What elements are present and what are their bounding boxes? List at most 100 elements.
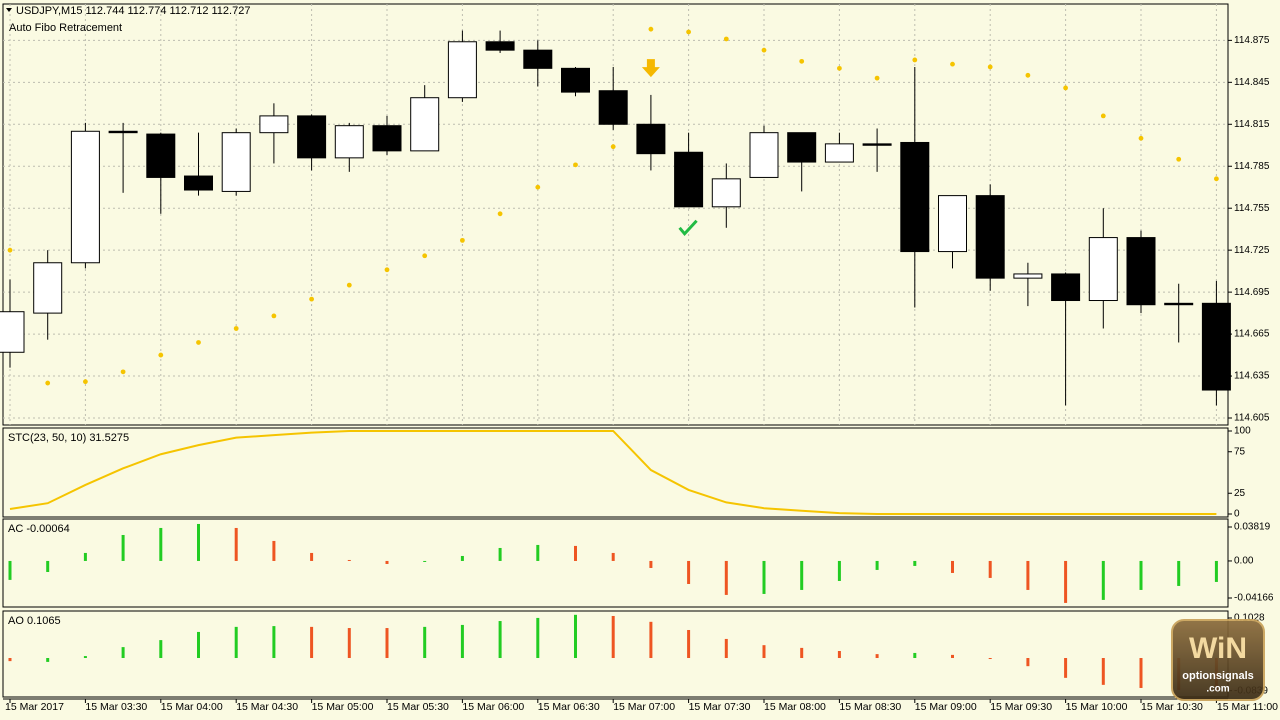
signal-check <box>678 219 698 237</box>
sar-dot <box>460 237 465 243</box>
histogram-bar <box>574 614 577 659</box>
x-tick-label: 15 Mar 09:30 <box>990 701 1052 713</box>
sar-dot <box>761 47 767 53</box>
sar-dot <box>384 267 390 273</box>
histogram-bar <box>611 615 615 659</box>
x-tick-label: 15 Mar 09:00 <box>915 701 977 713</box>
histogram-bar <box>83 552 87 561</box>
x-tick-label: 15 Mar 08:30 <box>839 701 901 713</box>
histogram-bar <box>347 628 351 659</box>
candle-body <box>410 97 440 152</box>
x-tick-label: 15 Mar 07:30 <box>689 701 751 713</box>
sar-dot <box>233 326 239 331</box>
candle-body <box>221 132 251 192</box>
candle-body <box>485 41 515 51</box>
x-tick-label: 15 Mar 10:00 <box>1066 701 1128 713</box>
histogram-bar <box>310 552 314 561</box>
sar-dot <box>1214 176 1219 182</box>
sar-dot <box>1176 156 1182 162</box>
sar-dot <box>1138 135 1144 141</box>
histogram-bar <box>951 560 954 573</box>
histogram-bar <box>951 654 954 659</box>
candle-body <box>938 195 967 253</box>
candle-body <box>523 49 553 69</box>
histogram-bar <box>385 560 389 564</box>
histogram-bar <box>8 658 12 662</box>
sar-dot <box>497 211 503 217</box>
histogram-bar <box>687 629 691 659</box>
y-tick-label: 114.695 <box>1234 287 1270 298</box>
candle-body <box>824 143 854 163</box>
y-tick-label: 100 <box>1234 426 1251 437</box>
x-tick-label: 15 Mar 08:00 <box>764 701 826 713</box>
histogram-bar <box>649 621 653 659</box>
histogram-bar <box>913 652 917 659</box>
candle-body <box>0 311 25 353</box>
histogram-bar <box>83 656 87 659</box>
candle-body <box>749 132 779 178</box>
title-marker <box>6 8 12 12</box>
histogram-bar <box>1026 560 1030 590</box>
sar-dot <box>799 58 805 64</box>
sar-dot <box>912 57 918 63</box>
histogram-bar <box>498 621 502 659</box>
histogram-bar <box>1101 658 1105 685</box>
candle-body <box>146 133 176 178</box>
y-tick-label: 114.635 <box>1234 371 1270 382</box>
histogram-bar <box>234 527 238 561</box>
x-tick-label: 15 Mar 04:30 <box>236 701 298 713</box>
histogram-bar <box>837 560 841 581</box>
sar-dot <box>723 36 729 42</box>
candle-body <box>334 125 364 159</box>
histogram-bar <box>724 560 728 595</box>
histogram-bar <box>1064 658 1068 678</box>
histogram-bar <box>423 560 427 562</box>
candle-body <box>787 132 817 163</box>
histogram-bar <box>1101 560 1105 600</box>
sar-dot <box>45 380 51 386</box>
candle-body <box>33 262 63 314</box>
x-tick-label: 15 Mar 06:30 <box>538 701 600 713</box>
histogram-bar <box>762 560 766 594</box>
y-tick-label: 75 <box>1234 446 1246 457</box>
y-tick-label: 114.875 <box>1234 35 1270 46</box>
sar-dot <box>422 253 428 259</box>
candle-body <box>975 195 1005 279</box>
candle-body <box>674 151 704 208</box>
candle-body <box>900 141 930 253</box>
histogram-bar <box>875 654 879 659</box>
histogram-bar <box>272 626 276 659</box>
histogram-bar <box>197 523 200 561</box>
histogram-bar <box>385 628 389 659</box>
y-tick-label: 114.755 <box>1234 203 1270 214</box>
y-tick-label: 0.03819 <box>1234 522 1271 533</box>
x-tick-label: 15 Mar 11:00 <box>1217 701 1278 713</box>
y-tick-label: 0.00 <box>1234 556 1254 567</box>
sar-dot <box>271 313 277 319</box>
sar-dot <box>950 61 955 67</box>
signal-arrow <box>641 59 660 78</box>
histogram-bar <box>46 658 50 662</box>
histogram-bar <box>121 534 125 561</box>
watermark-brand: WiN <box>1189 632 1247 665</box>
histogram-bar <box>1214 560 1218 582</box>
sar-dot <box>535 184 541 190</box>
histogram-bar <box>272 540 276 561</box>
histogram-bar <box>574 545 577 561</box>
histogram-bar <box>1177 560 1181 586</box>
indicator-label: STC(23, 50, 10) 31.5275 <box>8 432 129 444</box>
sar-dot <box>309 296 314 302</box>
histogram-bar <box>197 631 200 659</box>
candle-body <box>1164 302 1194 306</box>
y-tick-label: 114.785 <box>1234 161 1270 172</box>
histogram-bar <box>8 560 12 580</box>
candle-body <box>561 67 590 93</box>
histogram-bar <box>347 559 351 561</box>
histogram-bar <box>1064 560 1068 603</box>
y-tick-label: 114.815 <box>1234 119 1270 130</box>
candle-body <box>1126 237 1156 306</box>
histogram-bar <box>1026 658 1030 667</box>
histogram-bar <box>913 560 917 566</box>
